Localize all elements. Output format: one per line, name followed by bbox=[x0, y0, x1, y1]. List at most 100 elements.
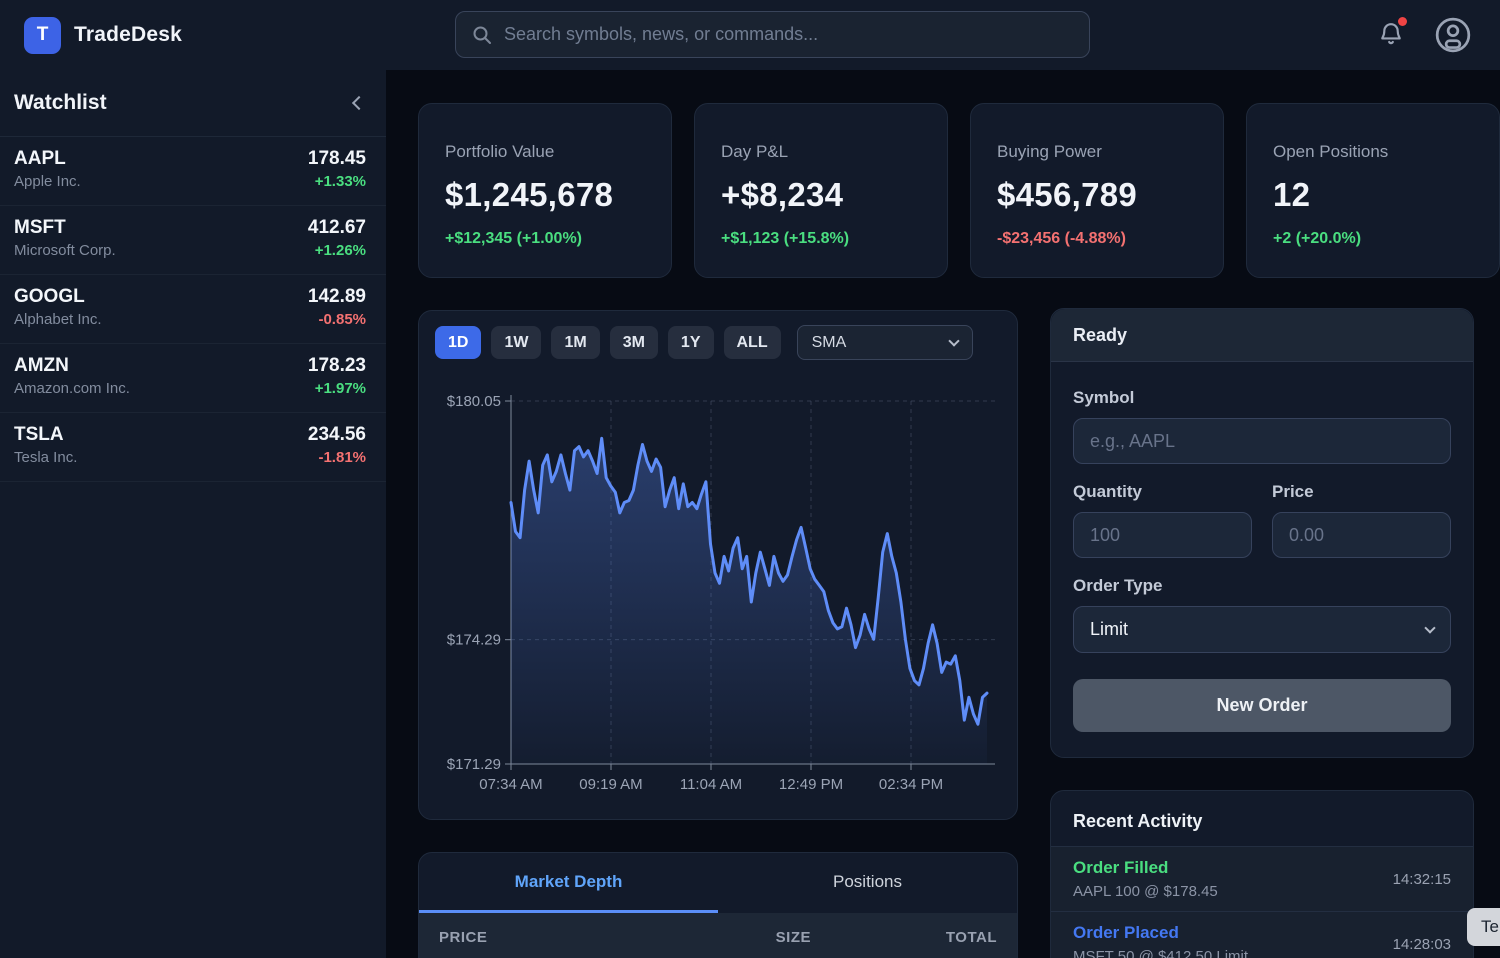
watchlist-change: +1.97% bbox=[314, 380, 366, 397]
chevron-down-icon bbox=[1424, 621, 1436, 634]
watchlist-price: 234.56 bbox=[307, 424, 366, 445]
timeframe-button-1m[interactable]: 1M bbox=[551, 326, 600, 359]
timeframe-button-1w[interactable]: 1W bbox=[491, 326, 542, 359]
bell-icon bbox=[1381, 23, 1401, 45]
column-header-size: SIZE bbox=[775, 928, 811, 946]
indicator-select[interactable]: SMA bbox=[796, 325, 973, 360]
watchlist-symbol: MSFT bbox=[14, 217, 66, 238]
column-header-total: TOTAL bbox=[945, 928, 997, 946]
watchlist-price: 178.45 bbox=[307, 148, 366, 169]
global-search[interactable] bbox=[455, 11, 1090, 58]
stat-value: $1,245,678 bbox=[445, 176, 614, 213]
watchlist-symbol: GOOGL bbox=[14, 286, 85, 307]
svg-text:11:04 AM: 11:04 AM bbox=[680, 776, 742, 793]
watchlist-change: -1.81% bbox=[318, 449, 366, 466]
watchlist-change: +1.33% bbox=[314, 173, 366, 190]
timeframe-button-3m[interactable]: 3M bbox=[609, 326, 658, 359]
stat-value: 12 bbox=[1273, 176, 1311, 213]
activity-title: Order Filled bbox=[1073, 858, 1169, 877]
activity-title: Order Placed bbox=[1073, 923, 1179, 942]
stat-value: +$8,234 bbox=[721, 176, 844, 213]
stats-row: Portfolio Value $1,245,678 +$12,345 (+1.00… bbox=[418, 103, 1500, 278]
symbol-input[interactable] bbox=[1073, 418, 1451, 464]
order-type-value: Limit bbox=[1090, 619, 1129, 639]
tab-positions[interactable]: Positions bbox=[833, 871, 902, 891]
watchlist-sidebar: Watchlist AAPL 178.45 Apple Inc. +1.33% MSFT… bbox=[0, 70, 386, 958]
market-depth-panel: Market Depth Positions PRICE SIZE TOTAL bbox=[418, 852, 1018, 958]
svg-text:07:34 AM: 07:34 AM bbox=[479, 776, 542, 793]
svg-text:09:19 AM: 09:19 AM bbox=[579, 776, 642, 793]
recent-activity-title: Recent Activity bbox=[1051, 791, 1473, 847]
main-content: Portfolio Value $1,245,678 +$12,345 (+1.00… bbox=[386, 70, 1500, 958]
stat-label: Buying Power bbox=[997, 142, 1102, 161]
account-button[interactable] bbox=[1434, 16, 1472, 54]
quantity-label: Quantity bbox=[1073, 482, 1142, 501]
stat-card-3: Open Positions 12 +2 (+20.0%) bbox=[1246, 103, 1500, 278]
activity-detail: MSFT 50 @ $412.50 Limit bbox=[1073, 948, 1249, 958]
indicator-value: SMA bbox=[811, 333, 847, 351]
activity-time: 14:32:15 bbox=[1392, 870, 1451, 888]
watchlist-item-tsla[interactable]: TSLA 234.56 Tesla Inc. -1.81% bbox=[0, 413, 386, 482]
watchlist-item-amzn[interactable]: AMZN 178.23 Amazon.com Inc. +1.97% bbox=[0, 344, 386, 413]
timeframe-button-1y[interactable]: 1Y bbox=[667, 326, 714, 359]
stat-card-1: Day P&L +$8,234 +$1,123 (+15.8%) bbox=[694, 103, 948, 278]
price-input[interactable] bbox=[1272, 512, 1451, 558]
timeframe-button-all[interactable]: ALL bbox=[723, 326, 781, 359]
notification-dot bbox=[1398, 17, 1407, 26]
symbol-label: Symbol bbox=[1073, 388, 1135, 407]
order-type-select[interactable]: Limit bbox=[1073, 606, 1451, 653]
order-panel: Ready Symbol Quantity Price Order Type L… bbox=[1050, 308, 1474, 758]
svg-text:$171.29: $171.29 bbox=[447, 756, 501, 773]
search-input[interactable] bbox=[504, 24, 1073, 45]
svg-text:02:34 PM: 02:34 PM bbox=[879, 776, 943, 793]
notifications-button[interactable] bbox=[1378, 17, 1407, 49]
brand: T TradeDesk bbox=[24, 16, 183, 54]
activity-time: 14:28:03 bbox=[1392, 935, 1451, 953]
app-title: TradeDesk bbox=[74, 23, 183, 46]
watchlist-symbol: AMZN bbox=[14, 355, 69, 376]
svg-text:$174.29: $174.29 bbox=[447, 632, 501, 649]
user-avatar-icon bbox=[1435, 17, 1471, 53]
watchlist-price: 412.67 bbox=[307, 217, 366, 238]
watchlist-company: Amazon.com Inc. bbox=[14, 380, 130, 397]
svg-text:$180.05: $180.05 bbox=[447, 393, 501, 410]
timeframe-button-1d[interactable]: 1D bbox=[435, 326, 482, 359]
watchlist-symbol: TSLA bbox=[14, 424, 64, 445]
watchlist-company: Microsoft Corp. bbox=[14, 242, 116, 259]
tab-market-depth[interactable]: Market Depth bbox=[419, 853, 718, 913]
app-logo: T bbox=[24, 16, 61, 54]
watchlist-item-aapl[interactable]: AAPL 178.45 Apple Inc. +1.33% bbox=[0, 137, 386, 206]
collapse-sidebar-icon[interactable] bbox=[351, 95, 367, 111]
new-order-button[interactable]: New Order bbox=[1073, 679, 1451, 732]
stat-label: Portfolio Value bbox=[445, 142, 555, 161]
stat-card-2: Buying Power $456,789 -$23,456 (-4.88%) bbox=[970, 103, 1224, 278]
stat-label: Open Positions bbox=[1273, 142, 1389, 161]
stat-change: +2 (+20.0%) bbox=[1273, 230, 1362, 247]
watchlist-price: 142.89 bbox=[307, 286, 366, 307]
activity-detail: AAPL 100 @ $178.45 bbox=[1073, 883, 1218, 900]
column-header-price: PRICE bbox=[439, 928, 488, 946]
watchlist-company: Tesla Inc. bbox=[14, 449, 78, 466]
watchlist-symbol: AAPL bbox=[14, 148, 66, 169]
watchlist-item-msft[interactable]: MSFT 412.67 Microsoft Corp. +1.26% bbox=[0, 206, 386, 275]
price-label: Price bbox=[1272, 482, 1314, 501]
stat-change: +$1,123 (+15.8%) bbox=[721, 230, 850, 247]
depth-table-header: PRICE SIZE TOTAL bbox=[419, 913, 1017, 958]
topbar: T TradeDesk bbox=[0, 0, 1500, 70]
watchlist-item-googl[interactable]: GOOGL 142.89 Alphabet Inc. -0.85% bbox=[0, 275, 386, 344]
quantity-input[interactable] bbox=[1073, 512, 1252, 558]
price-chart: 07:34 AM 09:19 AM 11:04 AM 12:49 PM 02:34 PM… bbox=[447, 393, 995, 793]
order-type-label: Order Type bbox=[1073, 576, 1163, 595]
stat-value: $456,789 bbox=[997, 176, 1138, 213]
svg-text:12:49 PM: 12:49 PM bbox=[779, 776, 843, 793]
stat-change: -$23,456 (-4.88%) bbox=[997, 230, 1126, 247]
chevron-down-icon bbox=[948, 334, 960, 347]
watchlist-price: 178.23 bbox=[307, 355, 366, 376]
watchlist-company: Apple Inc. bbox=[14, 173, 81, 190]
toast: Te bbox=[1467, 908, 1500, 946]
search-icon bbox=[473, 26, 491, 44]
chart-toolbar: 1D1W1M3M1YALLSMAAnnotate bbox=[419, 311, 1017, 360]
recent-activity-panel: Recent Activity Order Filled AAPL 100 @ $… bbox=[1050, 790, 1474, 958]
stat-card-0: Portfolio Value $1,245,678 +$12,345 (+1.00… bbox=[418, 103, 672, 278]
